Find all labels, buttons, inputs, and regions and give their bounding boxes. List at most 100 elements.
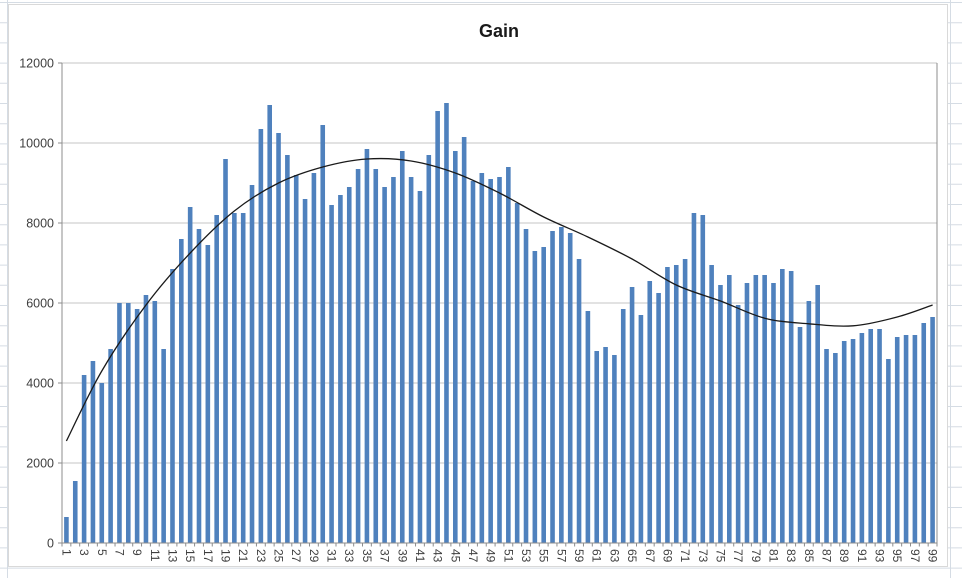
- bar: [700, 215, 706, 543]
- bar: [912, 335, 918, 543]
- x-axis-label: 11: [148, 549, 162, 562]
- bar: [541, 247, 546, 543]
- bar: [205, 245, 211, 543]
- y-axis-label: 0: [47, 537, 54, 551]
- x-axis-label: 73: [696, 549, 710, 563]
- x-axis-label: 51: [501, 549, 515, 563]
- bar: [550, 231, 555, 543]
- x-axis-label: 29: [307, 549, 321, 563]
- x-axis-label: 55: [537, 549, 551, 563]
- x-axis-label: 97: [908, 549, 922, 563]
- bar: [408, 177, 414, 543]
- bar: [320, 125, 326, 543]
- bar: [665, 267, 670, 543]
- bar: [506, 167, 511, 543]
- x-axis-label: 91: [855, 549, 869, 563]
- bar: [161, 349, 166, 543]
- bar: [364, 149, 370, 543]
- bar: [399, 151, 405, 543]
- x-axis-label: 87: [820, 549, 834, 563]
- y-axis-label: 6000: [26, 297, 54, 311]
- x-axis-label: 71: [678, 549, 692, 563]
- bar: [125, 303, 131, 543]
- x-axis-label: 37: [378, 549, 392, 563]
- x-axis-label: 19: [219, 549, 233, 563]
- x-axis-label: 59: [572, 549, 586, 563]
- bar: [576, 259, 582, 543]
- x-axis-label: 89: [837, 549, 851, 563]
- bar: [612, 355, 617, 543]
- x-axis-label: 65: [625, 549, 639, 563]
- bar: [656, 293, 661, 543]
- bar: [567, 233, 573, 543]
- bar: [780, 269, 785, 543]
- bar: [479, 173, 485, 543]
- bar: [329, 205, 334, 543]
- bar: [81, 375, 87, 543]
- bar: [355, 169, 361, 543]
- bar: [868, 329, 874, 543]
- bar: [373, 169, 379, 543]
- bar: [559, 227, 564, 543]
- bar: [833, 353, 838, 543]
- bar: [258, 129, 264, 543]
- bar: [338, 195, 343, 543]
- bar: [453, 151, 458, 543]
- bar: [682, 259, 688, 543]
- x-axis-label: 75: [713, 549, 727, 563]
- bar: [850, 339, 856, 543]
- bar: [620, 309, 626, 543]
- x-axis-label: 31: [325, 549, 339, 563]
- bar: [470, 181, 476, 543]
- x-axis-label: 1: [59, 549, 73, 556]
- bar: [788, 271, 794, 543]
- x-axis-label: 13: [165, 549, 179, 563]
- bar: [726, 275, 732, 543]
- bar: [638, 315, 644, 543]
- x-axis-label: 95: [890, 549, 904, 563]
- bar: [134, 309, 140, 543]
- bar: [859, 333, 865, 543]
- bar: [718, 285, 723, 543]
- bar: [735, 305, 741, 543]
- bar: [302, 199, 308, 543]
- bar: [99, 383, 105, 543]
- bar: [497, 177, 502, 543]
- x-axis-label: 23: [254, 549, 268, 563]
- bar: [382, 187, 387, 543]
- bar: [196, 229, 202, 543]
- bar: [249, 185, 255, 543]
- bar: [797, 327, 803, 543]
- x-axis-label: 25: [272, 549, 286, 563]
- bar: [673, 265, 679, 543]
- y-axis-label: 10000: [19, 137, 54, 151]
- bar: [629, 287, 635, 543]
- bar: [267, 105, 273, 543]
- bar: [903, 335, 909, 543]
- bar: [223, 159, 228, 543]
- bar: [877, 329, 882, 543]
- x-axis-label: 43: [431, 549, 445, 563]
- x-axis-label: 61: [590, 549, 604, 563]
- bar: [214, 215, 219, 543]
- bar: [691, 213, 697, 543]
- bar: [886, 359, 891, 543]
- y-axis-label: 8000: [26, 217, 54, 231]
- x-axis-label: 93: [873, 549, 887, 563]
- bar: [444, 103, 449, 543]
- bar: [585, 311, 591, 543]
- bar: [417, 191, 423, 543]
- bar: [179, 239, 184, 543]
- x-axis-label: 69: [660, 549, 674, 563]
- bar: [894, 337, 900, 543]
- chart-title: Gain: [479, 21, 519, 41]
- bar: [762, 275, 767, 543]
- bar: [311, 173, 317, 543]
- x-axis-label: 39: [395, 549, 409, 563]
- x-axis-label: 5: [95, 549, 109, 556]
- y-axis-label: 2000: [26, 457, 54, 471]
- bar: [232, 213, 237, 543]
- x-axis-label: 79: [749, 549, 763, 563]
